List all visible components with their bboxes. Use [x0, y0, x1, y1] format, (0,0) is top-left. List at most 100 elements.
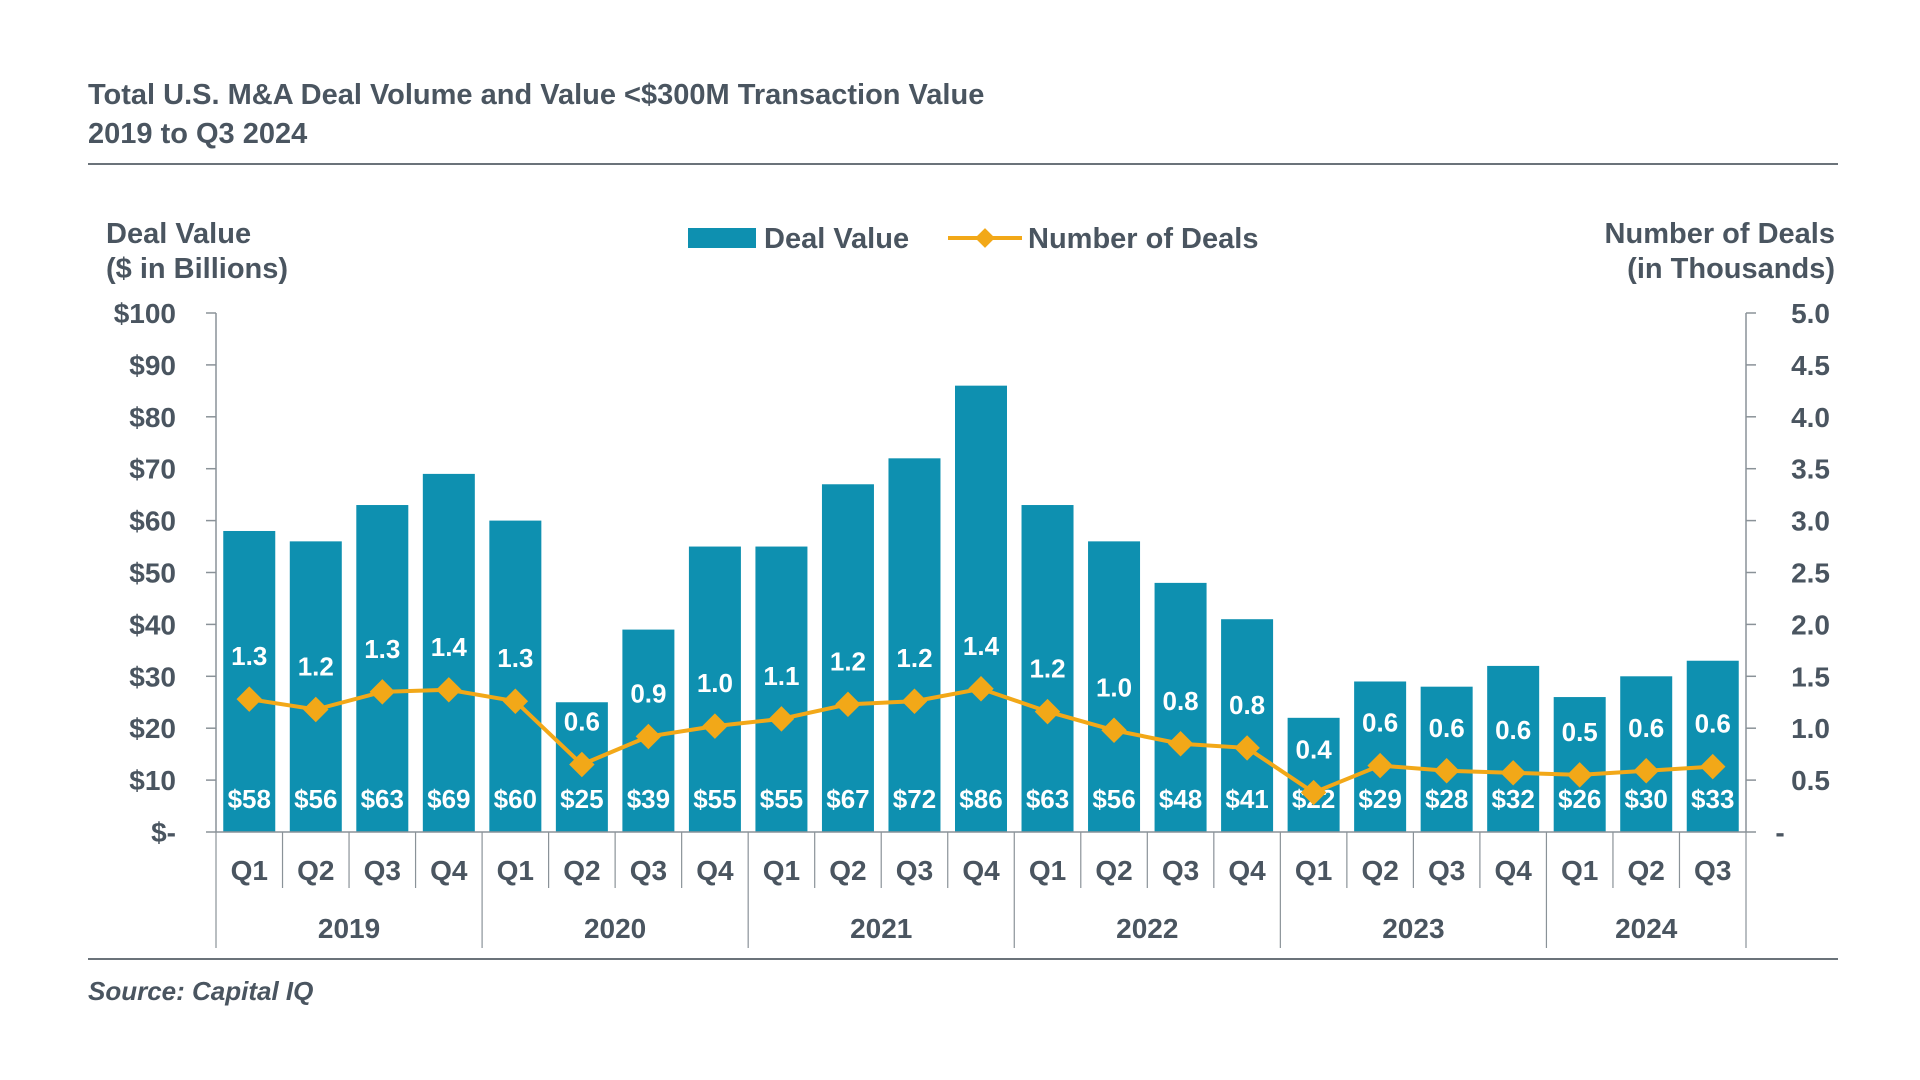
bar-value-label: $26 — [1558, 784, 1601, 814]
legend-line-label: Number of Deals — [1028, 223, 1258, 255]
x-tick-label: Q2 — [1095, 855, 1132, 886]
bar-value-labels: $58 $56 $63 $69 $60 $25 $39 $55 $55 $67 $72 $86 $63 $… — [228, 784, 1735, 814]
x-tick-label: Q4 — [1494, 855, 1532, 886]
chart-title: Total U.S. M&A Deal Volume and Value <$3… — [88, 76, 984, 154]
bar-value-label: $63 — [361, 784, 404, 814]
bar — [223, 530, 276, 832]
y-right-title-line2: (in Thousands) — [1627, 253, 1835, 285]
line-marker — [768, 706, 795, 732]
y-left-tick-label: $80 — [129, 402, 176, 433]
bar — [821, 484, 874, 832]
bar — [755, 546, 808, 832]
line-marker — [835, 691, 861, 718]
bar-value-label: $28 — [1425, 784, 1468, 814]
x-tick-label: Q1 — [1029, 855, 1066, 886]
y-left-tick-label: $30 — [129, 661, 176, 692]
x-axis: Q1 Q2 Q3 Q4 Q1 Q2 Q3 Q4 Q1 Q2 Q3 Q4 Q1 Q2 Q3 Q4 Q1 Q2 Q3 Q4… — [215, 831, 1747, 948]
bar-value-label: $33 — [1691, 784, 1734, 814]
bar-value-label: $60 — [494, 784, 537, 814]
y-left-title-line2: ($ in Billions) — [106, 253, 288, 285]
line-value-label: 1.3 — [231, 641, 267, 671]
line-value-label: 1.4 — [963, 631, 1000, 661]
line-marker — [635, 723, 662, 750]
bar — [1487, 665, 1540, 832]
line-marker — [502, 688, 529, 714]
x-tick-label: Q3 — [630, 855, 667, 886]
line-marker — [901, 688, 928, 714]
chart-title-line2: 2019 to Q3 2024 — [88, 118, 308, 150]
y-right-tick-label: 2.5 — [1791, 558, 1830, 589]
line-value-label: 0.9 — [630, 679, 666, 709]
x-tick-label: Q3 — [1428, 855, 1465, 886]
line-value-label: 1.3 — [497, 643, 533, 673]
y-right-tick-label: 3.0 — [1791, 506, 1830, 537]
year-label: 2020 — [584, 913, 646, 944]
line-value-label: 0.6 — [1429, 713, 1465, 743]
line-marker — [569, 751, 595, 778]
bar-value-label: $63 — [1026, 784, 1069, 814]
x-tick-label: Q3 — [1694, 855, 1731, 886]
year-label: 2022 — [1116, 913, 1178, 944]
line-value-label: 0.8 — [1162, 686, 1198, 716]
bar — [1221, 619, 1274, 832]
line-value-label: 0.6 — [1695, 709, 1731, 739]
bar — [1088, 541, 1141, 832]
y-left-tick-label: $10 — [129, 765, 176, 796]
line-value-label: 1.0 — [697, 668, 733, 698]
line-marker — [702, 713, 728, 739]
x-tick-label: Q2 — [1628, 855, 1665, 886]
bar — [1021, 505, 1074, 832]
line-marker — [303, 696, 329, 723]
x-tick-label: Q4 — [430, 855, 468, 886]
bar-value-label: $58 — [228, 784, 271, 814]
line-marker — [236, 686, 262, 712]
y-right-title-line1: Number of Deals — [1605, 218, 1835, 250]
bar-value-label: $39 — [627, 784, 670, 814]
bar — [888, 458, 941, 832]
y-right-tick-label: 1.5 — [1791, 661, 1830, 692]
legend-line-marker — [975, 228, 995, 248]
line-value-label: 0.8 — [1229, 690, 1265, 720]
y-right-tick-label: 1.0 — [1791, 713, 1830, 744]
line-value-label: 0.4 — [1296, 735, 1333, 765]
y-right-tick-label: - — [1775, 817, 1784, 848]
line-value-label: 0.6 — [1362, 708, 1398, 738]
year-label: 2023 — [1382, 913, 1444, 944]
year-label: 2019 — [318, 913, 380, 944]
bar — [688, 546, 741, 832]
y-left-tick-label: $50 — [129, 558, 176, 589]
top-rule — [88, 163, 1838, 165]
x-tick-label: Q1 — [497, 855, 534, 886]
x-tick-label: Q1 — [763, 855, 800, 886]
line-value-label: 0.6 — [1495, 715, 1531, 745]
y-left-tick-label: $90 — [129, 350, 176, 381]
legend: Deal Value Number of Deals — [688, 223, 1258, 255]
line-marker — [436, 677, 462, 703]
year-label: 2021 — [850, 913, 912, 944]
y-left-tick-label: $100 — [114, 298, 176, 329]
line-value-label: 1.3 — [364, 634, 400, 664]
y-left-tick-label: $20 — [129, 713, 176, 744]
x-tick-label: Q3 — [364, 855, 401, 886]
x-tick-label: Q4 — [1228, 855, 1266, 886]
bar — [1287, 717, 1340, 832]
y-right-tick-label: 5.0 — [1791, 298, 1830, 329]
line-value-label: 1.4 — [431, 632, 468, 662]
line-value-label: 0.6 — [564, 707, 600, 737]
y-right-tick-label: 2.0 — [1791, 609, 1830, 640]
line-value-label: 1.1 — [763, 661, 799, 691]
x-tick-label: Q4 — [696, 855, 734, 886]
x-tick-label: Q1 — [1561, 855, 1598, 886]
bar — [955, 385, 1007, 832]
line-marker — [968, 676, 994, 702]
x-tick-label: Q2 — [1361, 855, 1398, 886]
y-left-tick-label: $70 — [129, 454, 176, 485]
line-value-label: 0.6 — [1628, 713, 1664, 743]
bar-value-label: $55 — [693, 784, 736, 814]
bar-value-label: $41 — [1225, 784, 1268, 814]
bar — [489, 520, 542, 832]
y-right-tick-label: 0.5 — [1791, 765, 1830, 796]
line-value-label: 1.2 — [1029, 654, 1065, 684]
bar-value-label: $56 — [294, 784, 337, 814]
